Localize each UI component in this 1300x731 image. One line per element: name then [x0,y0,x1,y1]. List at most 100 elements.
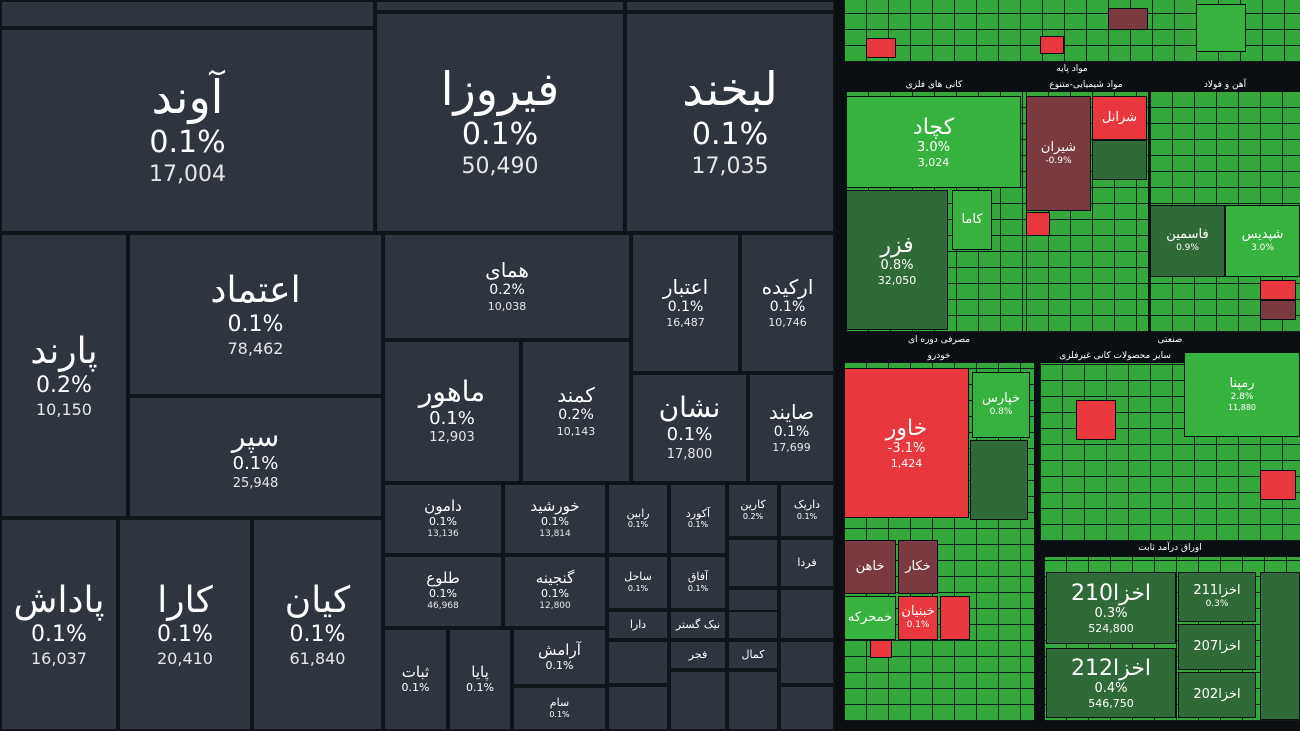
stock-tile[interactable] [727,670,779,731]
stock-tile[interactable]: ارکیده 0.1% 10,746 [740,233,835,373]
stock-change: 0.4% [1094,681,1128,697]
stock-tile[interactable]: شیران -0.9% [1026,96,1091,211]
stock-tile[interactable]: اعتبار 0.1% 16,487 [631,233,740,373]
stock-tile[interactable]: شرانل [1092,96,1147,140]
stock-change: 0.1% [429,587,457,601]
stock-tile[interactable] [1260,572,1300,720]
stock-tile[interactable]: اعتماد 0.1% 78,462 [128,233,383,396]
stock-tile[interactable]: کاما [952,190,992,250]
stock-tile[interactable]: نیک گستر [669,610,727,640]
stock-symbol: خورشید [530,496,580,515]
stock-tile[interactable]: کمند 0.2% 10,143 [521,340,631,483]
stock-tile[interactable]: خورشید 0.1% 13,814 [503,483,607,555]
stock-change: -3.1% [887,441,926,457]
stock-tile[interactable] [970,440,1028,520]
stock-tile[interactable] [727,538,779,588]
stock-symbol: ثبات [401,663,430,681]
stock-change: 0.1% [906,620,930,631]
stock-tile[interactable]: آفاق 0.1% [669,555,727,610]
stock-tile[interactable]: صایند 0.1% 17,699 [748,373,835,483]
stock-symbol: طلوع [426,569,460,588]
stock-tile[interactable]: اخزا202 [1178,672,1256,718]
stock-tile[interactable] [1260,470,1296,500]
stock-tile[interactable]: خبنیان 0.1% [898,596,938,640]
stock-change: 0.1% [627,520,649,530]
stock-tile[interactable]: پایا 0.1% [448,628,512,731]
stock-tile[interactable]: رابین 0.1% [607,483,669,555]
stock-tile[interactable]: فزر 0.8% 32,050 [846,190,948,330]
stock-tile[interactable] [870,640,892,658]
stock-tile[interactable] [669,670,727,731]
stock-change: 0.1% [541,587,569,601]
stock-tile[interactable] [0,0,375,28]
stock-tile[interactable]: فجر [669,640,727,670]
stock-tile[interactable] [1260,280,1296,300]
stock-tile[interactable]: خپارس 0.8% [972,372,1030,438]
stock-tile[interactable]: ثبات 0.1% [383,628,448,731]
stock-symbol: اخزا212 [1071,655,1151,681]
stock-tile[interactable] [1260,300,1296,320]
stock-tile[interactable]: فاسمین 0.9% [1150,205,1225,277]
stock-tile[interactable]: ماهور 0.1% 12,903 [383,340,521,483]
stock-tile[interactable]: نشان 0.1% 17,800 [631,373,748,483]
stock-tile[interactable] [1040,36,1064,54]
stock-tile[interactable]: سپر 0.1% 25,948 [128,396,383,518]
stock-tile[interactable]: خاهن [844,540,896,594]
stock-tile[interactable]: اخزا207 [1178,624,1256,670]
stock-tile[interactable]: اخزا210 0.3% 524,800 [1046,572,1176,644]
stock-tile[interactable] [779,640,835,685]
stock-tile[interactable]: خمحرکه [844,596,896,640]
stock-tile[interactable] [375,0,625,12]
stock-tile[interactable]: شپدیس 3.0% [1225,205,1300,277]
stock-change: 0.1% [461,116,539,152]
stock-tile[interactable] [625,0,835,12]
stock-tile[interactable]: رمپنا 2.8% 11,880 [1184,352,1300,437]
stock-tile[interactable]: اخزا211 0.3% [1178,572,1256,622]
stock-tile[interactable]: خاور -3.1% 1,424 [844,368,969,518]
stock-tile[interactable]: آکورد 0.1% [669,483,727,555]
stock-tile[interactable]: پاداش 0.1% 16,037 [0,518,118,731]
stock-volume: 10,150 [36,399,92,419]
stock-tile[interactable]: همای 0.2% 10,038 [383,233,631,340]
stock-tile[interactable]: دارا [607,610,669,640]
stock-tile[interactable] [727,610,779,640]
stock-tile[interactable] [1196,4,1246,52]
stock-volume: 17,800 [666,446,713,462]
stock-tile[interactable]: طلوع 0.1% 46,968 [383,555,503,628]
stock-tile[interactable] [1076,400,1116,440]
sector-title: اوراق درآمد ثابت [1138,543,1202,553]
stock-tile[interactable]: ساحل 0.1% [607,555,669,610]
stock-tile[interactable]: کچاد 3.0% 3,024 [846,96,1021,188]
stock-tile[interactable] [1092,140,1147,180]
stock-tile[interactable] [779,685,835,731]
stock-tile[interactable]: کمال [727,640,779,670]
stock-tile[interactable]: کارین 0.2% [727,483,779,538]
stock-tile[interactable]: لبخند 0.1% 17,035 [625,12,835,233]
stock-symbol: دامون [424,496,462,515]
stock-symbol: لبخند [682,62,778,116]
stock-tile[interactable]: داریک 0.1% [779,483,835,538]
stock-tile[interactable] [779,588,835,640]
stock-tile[interactable]: آرامش 0.1% [512,628,607,686]
stock-tile[interactable]: اخزا212 0.4% 546,750 [1046,648,1176,718]
stock-symbol: داریک [793,498,821,512]
stock-tile[interactable]: پارند 0.2% 10,150 [0,233,128,518]
stock-tile[interactable] [1026,212,1050,236]
stock-tile[interactable]: فردا [779,538,835,588]
stock-tile[interactable]: کارا 0.1% 20,410 [118,518,252,731]
stock-tile[interactable] [940,596,970,640]
stock-change: 3.0% [916,140,951,156]
stock-volume: 524,800 [1088,621,1134,635]
stock-tile[interactable] [607,640,669,685]
stock-tile[interactable] [607,685,669,731]
stock-tile[interactable]: دامون 0.1% 13,136 [383,483,503,555]
stock-tile[interactable] [866,38,896,58]
stock-tile[interactable] [1108,8,1148,30]
stock-symbol: شرانل [1101,109,1138,125]
stock-tile[interactable]: فیروزا 0.1% 50,490 [375,12,625,233]
stock-tile[interactable]: سام 0.1% [512,686,607,731]
stock-tile[interactable]: کیان 0.1% 61,840 [252,518,383,731]
stock-tile[interactable]: گنجینه 0.1% 12,800 [503,555,607,628]
stock-tile[interactable]: خکار [898,540,938,594]
stock-tile[interactable]: آوند 0.1% 17,004 [0,28,375,233]
